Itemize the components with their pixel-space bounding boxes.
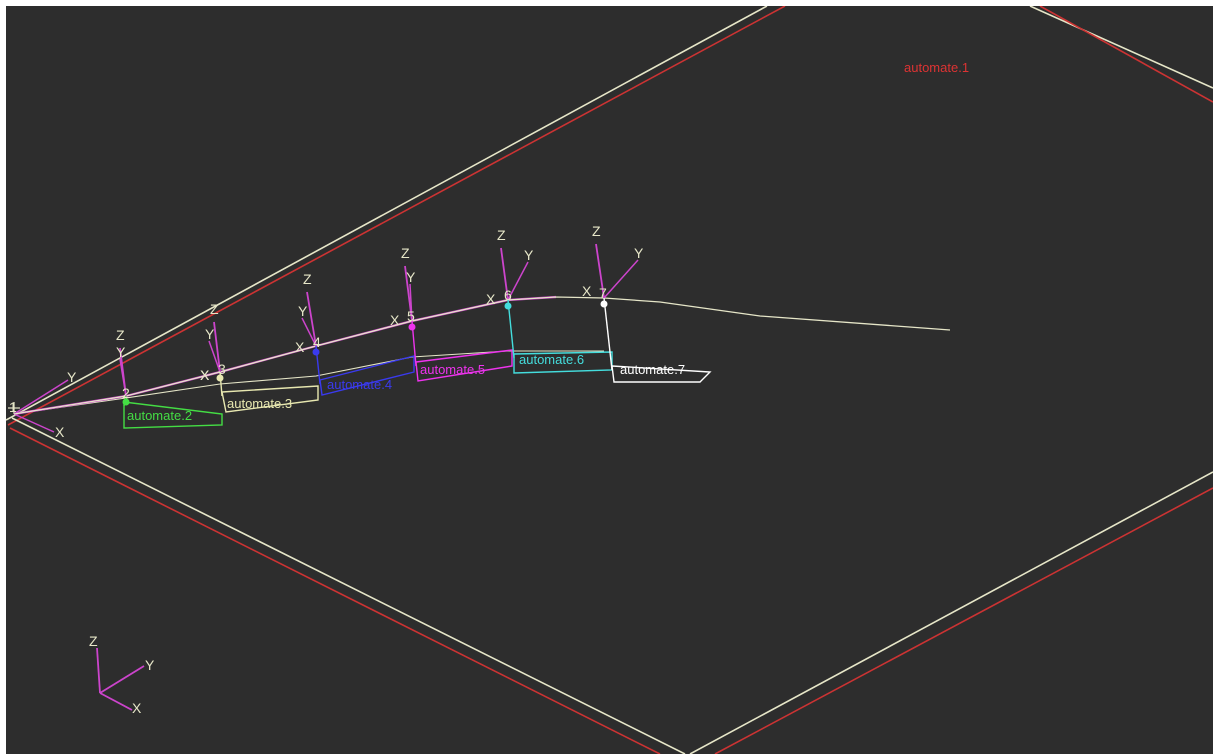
- node-label[interactable]: automate.5: [420, 362, 485, 377]
- origin-x-label: X: [55, 424, 65, 440]
- node-number: 4: [313, 334, 321, 350]
- frame-y-label: Y: [298, 303, 308, 319]
- frame-y-axis-line: [603, 259, 639, 299]
- triad-y-axis-line: [99, 665, 145, 694]
- plane-edge-inner: [11, 417, 686, 754]
- frame-z-axis-line: [213, 321, 221, 373]
- triad-z-axis-line: [96, 647, 101, 694]
- frame-z-label: Z: [401, 245, 410, 261]
- plane-label[interactable]: automate.1: [904, 60, 969, 75]
- plane-edge-inner: [689, 471, 1213, 754]
- triad-x-axis-line: [99, 692, 133, 711]
- node-marker[interactable]: [312, 348, 320, 356]
- path-curve: [13, 296, 951, 415]
- frame-x-label: X: [486, 291, 496, 307]
- node-label[interactable]: automate.7: [620, 362, 685, 377]
- origin-y-label: Y: [67, 369, 77, 385]
- plane-edge-outer: [1039, 6, 1213, 103]
- node-number: 7: [599, 285, 607, 301]
- plane-edge-inner: [1029, 6, 1213, 89]
- axis-triad: Z Y X: [89, 633, 155, 716]
- frame-x-label: X: [390, 312, 400, 328]
- node-number: 3: [218, 361, 226, 377]
- node-number: 5: [407, 308, 415, 324]
- frame-drop-line: [603, 297, 613, 371]
- plane-edge-inner: [6, 6, 768, 421]
- node-frame: Z Y X 7 automate.7: [582, 223, 712, 383]
- node-label[interactable]: automate.3: [227, 396, 292, 411]
- node-marker[interactable]: [122, 398, 130, 406]
- origin-y-axis-line: [13, 379, 69, 415]
- frame-z-axis-line: [595, 243, 605, 299]
- node-marker[interactable]: [216, 374, 224, 382]
- frame-label-box: [415, 349, 513, 382]
- triad-z-label: Z: [89, 633, 98, 649]
- frame-x-label: X: [295, 339, 305, 355]
- frame-label-box: [611, 365, 712, 383]
- frame-z-axis-line: [306, 291, 317, 347]
- frame-label-box: [123, 401, 223, 429]
- frame-z-label: Z: [303, 271, 312, 287]
- node-number: 2: [122, 385, 130, 401]
- ground-plane: [6, 6, 1213, 754]
- frame-z-label: Z: [592, 223, 601, 239]
- node-label[interactable]: automate.6: [519, 352, 584, 367]
- frame-y-axis-line: [119, 358, 127, 397]
- frame-y-label: Y: [116, 344, 126, 360]
- frame-y-label: Y: [205, 326, 215, 342]
- frame-y-label: Y: [406, 269, 416, 285]
- frame-y-axis-line: [409, 283, 413, 322]
- frame-x-label: X: [582, 283, 592, 299]
- frame-x-label: X: [200, 367, 210, 383]
- frame-y-axis-line: [208, 340, 221, 373]
- node-marker[interactable]: [600, 300, 608, 308]
- node-marker[interactable]: [408, 323, 416, 331]
- frame-label-box: [221, 385, 319, 413]
- frame-drop-line: [507, 299, 515, 359]
- plane-edge-outer: [9, 427, 661, 754]
- frame-z-label: Z: [210, 301, 219, 317]
- frame-y-label: Y: [524, 247, 534, 263]
- node-number: 6: [504, 287, 512, 303]
- origin-x-axis-line: [13, 413, 55, 433]
- frame-z-axis-line: [500, 247, 509, 301]
- 3d-viewport[interactable]: automate.1 X Y 1 Z Y X 2 automate.2 Z Y X 3 autom…: [6, 6, 1213, 754]
- triad-y-label: Y: [145, 657, 155, 673]
- origin-frame: X Y 1: [8, 369, 77, 440]
- node-number: 1: [9, 399, 17, 415]
- frame-x-label: X: [200, 367, 210, 383]
- frame-y-axis-line: [301, 317, 317, 347]
- ground-projection-line: [13, 350, 604, 415]
- node-marker[interactable]: [504, 302, 512, 310]
- plane-edge-outer: [7, 6, 786, 426]
- node-label[interactable]: automate.4: [327, 377, 392, 392]
- frame-y-axis-line: [507, 261, 529, 301]
- triad-x-label: X: [132, 700, 142, 716]
- node-label[interactable]: automate.2: [127, 408, 192, 423]
- frame-y-label: Y: [634, 245, 644, 261]
- frame-label-box: [319, 355, 415, 396]
- frame-z-label: Z: [116, 327, 125, 343]
- frame-z-label: Z: [497, 227, 506, 243]
- plane-edge-outer: [714, 487, 1213, 754]
